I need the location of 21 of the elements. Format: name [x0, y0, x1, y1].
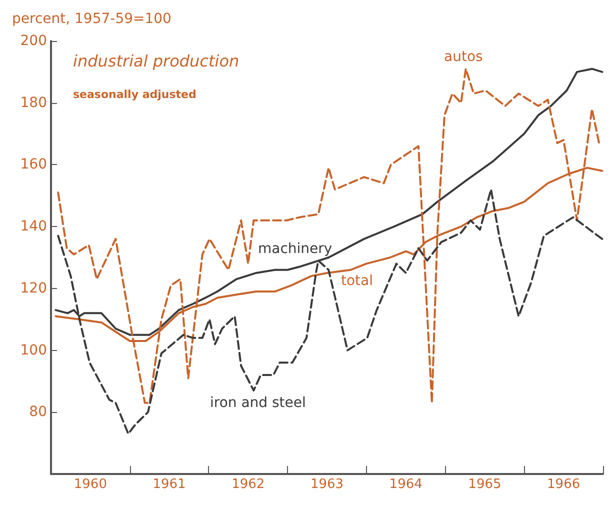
x-tick-label: 1965	[468, 477, 502, 492]
x-tick-label: 1960	[74, 477, 107, 492]
series-label: autos	[444, 49, 483, 65]
y-tick-label: 180	[20, 94, 47, 111]
y-tick-label: 80	[29, 404, 47, 420]
series-label: total	[341, 273, 374, 289]
y-tick-label: 140	[20, 218, 47, 235]
x-tick-label: 1963	[310, 477, 344, 492]
x-tick-label: 1964	[389, 477, 422, 492]
x-tick-label: 1966	[547, 477, 580, 492]
y-tick-label: 120	[20, 280, 47, 296]
text: industrial production	[73, 52, 240, 70]
text: seasonally adjusted	[73, 88, 196, 101]
series-label: iron and steel	[210, 395, 306, 411]
y-axis-title: percent, 1957-59=100	[12, 11, 172, 27]
y-tick-label: 200	[20, 33, 47, 49]
series-label: machinery	[258, 241, 332, 257]
y-tick-label: 160	[20, 156, 47, 173]
x-tick-label: 1962	[232, 477, 265, 492]
y-tick-label: 100	[20, 342, 47, 358]
x-tick-label: 1961	[152, 477, 186, 492]
